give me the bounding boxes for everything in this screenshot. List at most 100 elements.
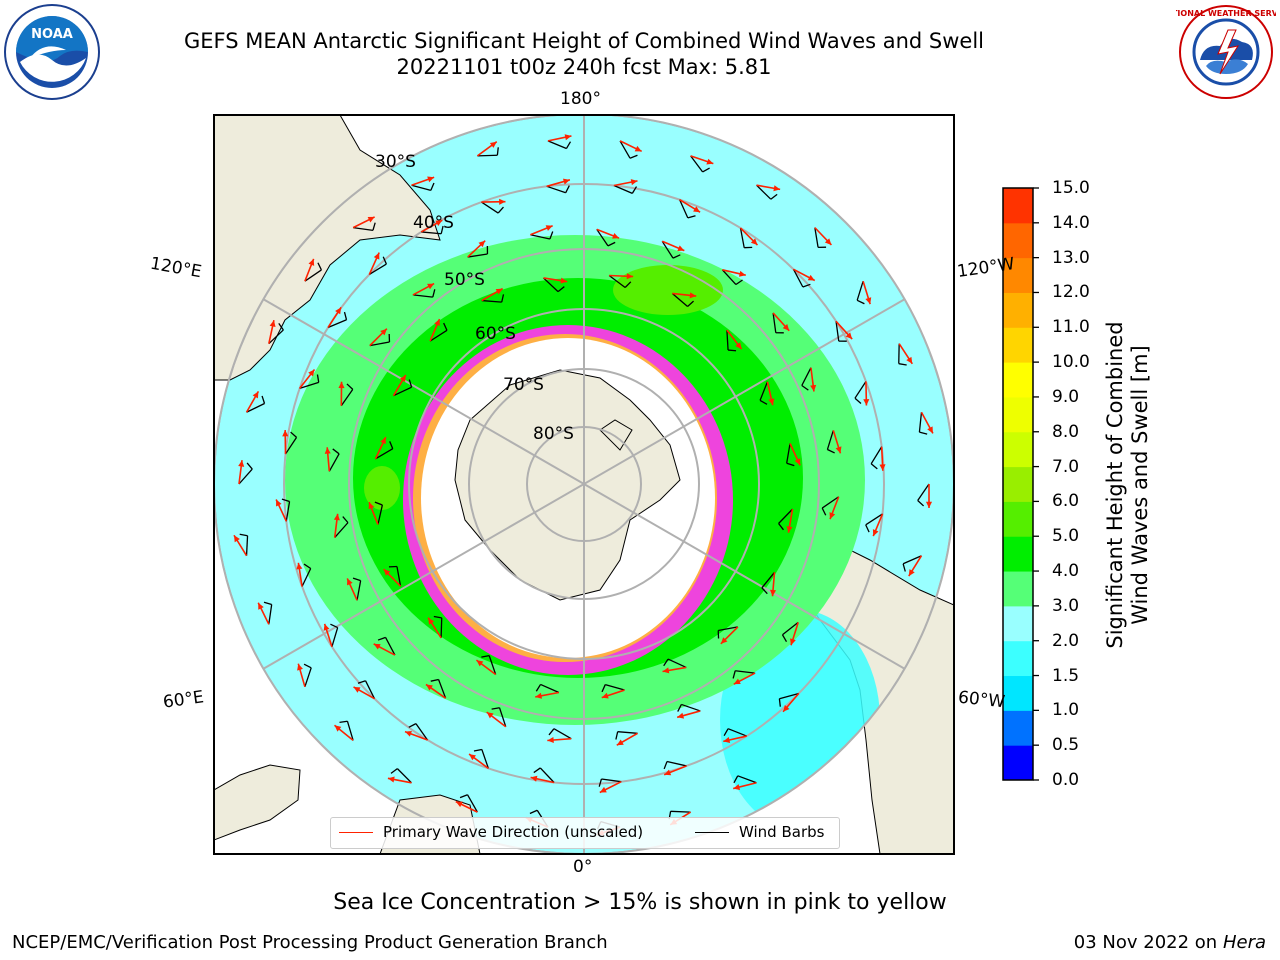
wave-direction-arrowhead xyxy=(824,238,832,245)
wind-barb xyxy=(481,749,489,769)
wind-barb xyxy=(328,453,340,472)
wave-direction-arrowhead xyxy=(338,381,345,389)
wave-direction-arrowhead xyxy=(334,725,342,732)
footer-credit: NCEP/EMC/Verification Post Processing Pr… xyxy=(12,932,608,953)
wind-barb-feather xyxy=(672,254,681,259)
wind-barb xyxy=(671,292,688,307)
lon-label-bottom: 0° xyxy=(573,857,593,877)
wind-barb xyxy=(268,329,284,345)
wave-direction-arrowhead xyxy=(599,786,607,793)
wind-barb-feather xyxy=(459,794,468,799)
wind-barb xyxy=(481,299,502,303)
wave-direction-arrowhead xyxy=(863,399,870,406)
wave-direction-arrows xyxy=(233,134,934,836)
wind-barb xyxy=(539,767,555,783)
wind-barb-feather xyxy=(372,222,376,231)
wave-direction-arrowhead xyxy=(380,437,386,445)
nws-logo-text: NATIONAL WEATHER SERVICE xyxy=(1176,9,1276,18)
noaa-logo: NOAA xyxy=(4,4,100,100)
wind-barb xyxy=(353,226,374,232)
footer-date: 03 Nov 2022 on Hera xyxy=(1074,932,1266,953)
wind-barb-feather xyxy=(702,167,710,173)
wind-barb xyxy=(415,723,429,741)
wind-barb xyxy=(681,703,701,712)
wind-barb xyxy=(779,692,799,700)
wind-barb xyxy=(759,381,769,401)
wind-barb xyxy=(718,626,739,632)
map-frame xyxy=(213,114,955,855)
colorbar-tick-label: 2.0 xyxy=(1052,630,1080,651)
colorbar-segment xyxy=(1003,396,1033,433)
wave-direction-arrowhead xyxy=(489,141,497,148)
wind-barb xyxy=(477,154,498,157)
wave-direction-arrowhead xyxy=(689,292,697,299)
colorbar-segment xyxy=(1003,675,1033,711)
wave-direction-arrowhead xyxy=(353,686,361,693)
wave-direction-arrowhead xyxy=(404,730,412,737)
wind-barb xyxy=(284,437,298,455)
wind-barb xyxy=(792,268,804,288)
wind-barb xyxy=(739,227,745,248)
wind-barb xyxy=(756,184,772,200)
wind-barb xyxy=(369,341,390,347)
wave-direction-arrowhead xyxy=(879,464,886,471)
wave-direction-arrowhead xyxy=(738,270,746,277)
colorbar-tick-label: 5.0 xyxy=(1052,526,1080,547)
wind-barb xyxy=(782,621,799,636)
wind-barb-feather xyxy=(343,311,348,320)
wind-barb-feather xyxy=(663,761,668,770)
colorbar-segment xyxy=(1003,640,1033,677)
wind-barb xyxy=(530,234,551,240)
wind-barb-feather xyxy=(607,241,616,247)
wind-barb-feather xyxy=(342,516,349,524)
wind-barb-feather xyxy=(870,463,878,470)
legend-line-wind-barbs xyxy=(695,832,729,833)
wind-barb xyxy=(821,496,840,509)
wind-barb xyxy=(346,721,354,741)
wind-barb-feather xyxy=(733,775,739,784)
wind-barb xyxy=(331,627,339,647)
wind-barb-feather xyxy=(865,524,870,533)
wave-direction-arrowhead xyxy=(845,332,853,340)
wind-barb xyxy=(334,522,349,539)
wave-direction-arrowhead xyxy=(723,737,731,743)
wind-barb-feather xyxy=(261,395,266,404)
wave-direction-arrowhead xyxy=(347,578,353,586)
wind-barb-feather xyxy=(565,185,570,194)
colorbar-segment xyxy=(1003,605,1033,642)
wave-direction-arrowhead xyxy=(486,712,494,719)
wave-direction-arrowhead xyxy=(427,176,435,183)
wind-barb-feather xyxy=(357,680,366,684)
colorbar-tick-label: 15.0 xyxy=(1052,178,1090,198)
wind-barb xyxy=(826,430,834,450)
wind-barb xyxy=(735,670,756,674)
wind-barb-feather xyxy=(919,431,928,435)
wind-barb-feather xyxy=(770,193,778,200)
wind-barb-feather xyxy=(330,623,338,629)
colorbar-tick-label: 8.0 xyxy=(1052,421,1080,442)
colorbar-tick-label: 7.0 xyxy=(1052,456,1080,477)
wind-barb-feather xyxy=(735,279,743,286)
lat-label-50s: 50°S xyxy=(444,270,485,290)
colorbar-label: Significant Height of Combined Wind Wave… xyxy=(1103,285,1153,685)
wind-barb xyxy=(546,185,566,194)
wave-direction-arrowhead xyxy=(634,145,642,152)
colorbar-tick-label: 12.0 xyxy=(1052,282,1090,303)
wind-barb-feather xyxy=(533,767,541,774)
wind-barb xyxy=(498,707,507,727)
wind-barb xyxy=(737,775,757,784)
wind-barb-feather xyxy=(732,670,736,679)
wind-barb-feather xyxy=(281,498,290,503)
wind-barb xyxy=(601,778,622,783)
noaa-logo-text: NOAA xyxy=(31,27,73,42)
wind-barb-feather xyxy=(239,533,248,537)
wind-barb-feather xyxy=(529,809,538,815)
wave-direction-arrowhead xyxy=(773,185,781,192)
wind-barb xyxy=(670,810,691,813)
colorbar-tick-label: 1.5 xyxy=(1052,665,1080,686)
chart-title: GEFS MEAN Antarctic Significant Height o… xyxy=(183,29,985,53)
wave-direction-arrowhead xyxy=(601,692,609,699)
wave-direction-arrowhead xyxy=(373,252,380,260)
wave-direction-arrowhead xyxy=(630,179,638,186)
